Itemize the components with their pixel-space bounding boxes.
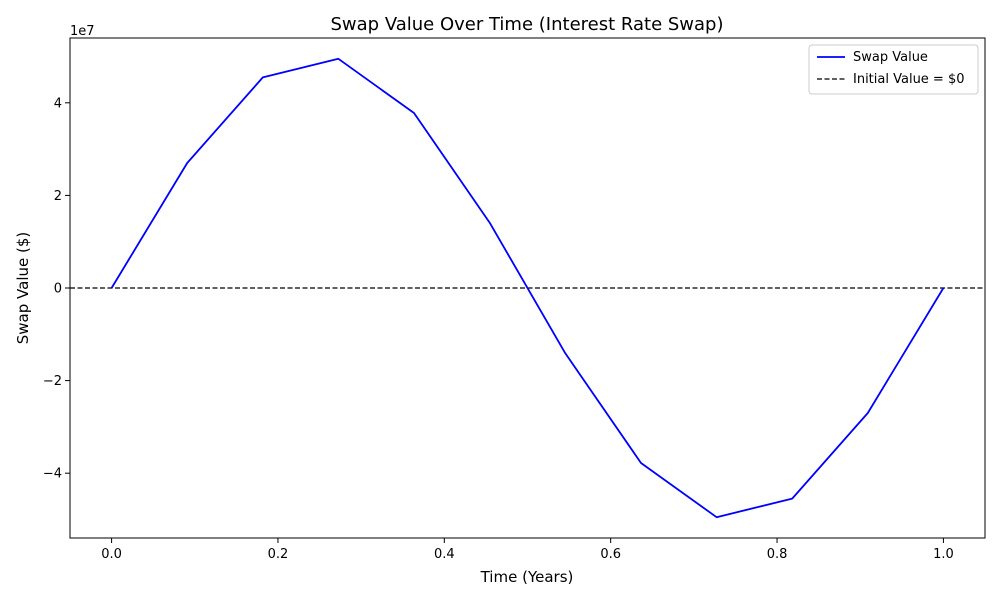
y-tick-label: 4 [54, 96, 62, 111]
x-tick-label: 0.8 [767, 547, 788, 562]
y-tick-label: −2 [43, 374, 62, 389]
chart-title: Swap Value Over Time (Interest Rate Swap… [331, 14, 724, 35]
legend-box [808, 44, 979, 95]
series-lines [110, 57, 945, 519]
x-axis-ticks: 0.0 0.2 0.4 0.6 0.8 1.0 [101, 538, 954, 562]
x-tick-label: 0.2 [268, 547, 289, 562]
y-tick-label: 0 [54, 282, 62, 297]
y-tick-label: 2 [54, 189, 62, 204]
x-tick-label: 0.6 [600, 547, 621, 562]
x-axis-label: Time (Years) [480, 568, 574, 586]
legend-label-swap-value: Swap Value [853, 50, 928, 65]
x-tick-label: 1.0 [933, 547, 954, 562]
x-tick-label: 0.4 [434, 547, 455, 562]
x-tick-label: 0.0 [101, 547, 122, 562]
y-tick-label: −4 [43, 467, 62, 482]
y-axis-label: Swap Value ($) [14, 232, 32, 344]
series-line-swap-value [110, 57, 945, 519]
legend-label-initial-value: Initial Value = $0 [853, 72, 965, 87]
y-axis-offset-label: 1e7 [70, 24, 95, 39]
y-axis-ticks: −4 −2 0 2 4 [43, 96, 70, 482]
legend: Swap Value Initial Value = $0 [808, 44, 979, 95]
